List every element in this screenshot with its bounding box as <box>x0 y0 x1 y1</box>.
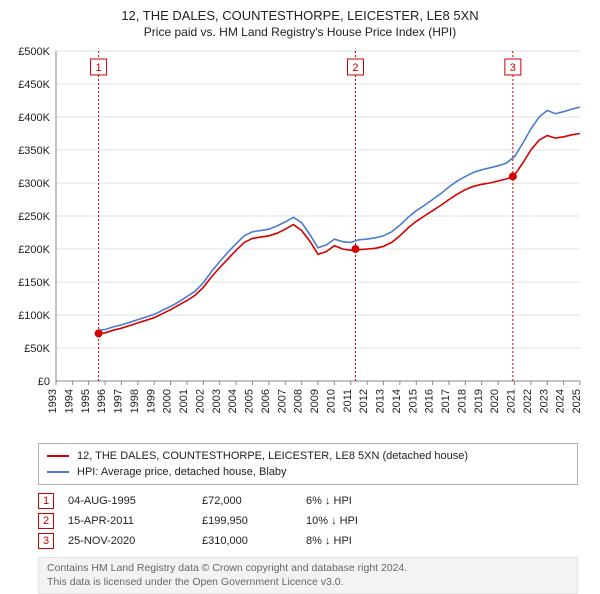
svg-text:2008: 2008 <box>293 389 305 413</box>
svg-text:2019: 2019 <box>473 389 485 413</box>
svg-text:1996: 1996 <box>96 389 108 413</box>
transaction-marker-box: 3 <box>38 533 54 549</box>
svg-text:2014: 2014 <box>391 389 403 413</box>
transaction-row: 1 04-AUG-1995 £72,000 6% ↓ HPI <box>38 491 578 511</box>
svg-text:2024: 2024 <box>555 389 567 413</box>
svg-text:2004: 2004 <box>227 389 239 413</box>
legend-row: 12, THE DALES, COUNTESTHORPE, LEICESTER,… <box>47 448 569 464</box>
legend-swatch <box>47 455 69 457</box>
legend-swatch <box>47 471 69 473</box>
svg-text:£100K: £100K <box>18 310 50 322</box>
svg-text:£400K: £400K <box>18 112 50 124</box>
svg-text:2012: 2012 <box>358 389 370 413</box>
svg-text:2003: 2003 <box>211 389 223 413</box>
svg-text:2017: 2017 <box>440 389 452 413</box>
legend-label: 12, THE DALES, COUNTESTHORPE, LEICESTER,… <box>77 450 468 462</box>
legend-row: HPI: Average price, detached house, Blab… <box>47 464 569 480</box>
svg-text:£450K: £450K <box>18 79 50 91</box>
svg-text:1997: 1997 <box>113 389 125 413</box>
svg-text:£300K: £300K <box>18 178 50 190</box>
svg-text:£200K: £200K <box>18 244 50 256</box>
transaction-date: 04-AUG-1995 <box>68 495 188 507</box>
svg-text:2001: 2001 <box>178 389 190 413</box>
transaction-marker-box: 2 <box>38 513 54 529</box>
svg-text:£50K: £50K <box>24 343 50 355</box>
transaction-price: £199,950 <box>202 515 292 527</box>
svg-text:£0: £0 <box>38 376 50 388</box>
svg-text:3: 3 <box>510 62 516 74</box>
svg-text:2: 2 <box>352 62 358 74</box>
transactions-table: 1 04-AUG-1995 £72,000 6% ↓ HPI 2 15-APR-2011 £… <box>38 491 578 551</box>
svg-text:2007: 2007 <box>276 389 288 413</box>
transaction-hpi-diff: 6% ↓ HPI <box>306 495 416 507</box>
svg-text:2018: 2018 <box>456 389 468 413</box>
svg-text:1994: 1994 <box>63 389 75 413</box>
svg-text:2020: 2020 <box>489 389 501 413</box>
svg-text:2010: 2010 <box>325 389 337 413</box>
svg-text:£150K: £150K <box>18 277 50 289</box>
transaction-marker-box: 1 <box>38 493 54 509</box>
transaction-price: £310,000 <box>202 535 292 547</box>
legend-label: HPI: Average price, detached house, Blab… <box>77 466 287 478</box>
chart-area: £0 £50K £100K £150K £200K £250K £300K £350K £400… <box>0 39 600 439</box>
svg-text:2000: 2000 <box>162 389 174 413</box>
svg-text:£350K: £350K <box>18 145 50 157</box>
svg-text:2005: 2005 <box>244 389 256 413</box>
svg-text:1995: 1995 <box>80 389 92 413</box>
svg-text:2011: 2011 <box>342 389 354 413</box>
chart-svg: £0 £50K £100K £150K £200K £250K £300K £350K £400… <box>0 39 600 439</box>
svg-text:£250K: £250K <box>18 211 50 223</box>
svg-text:2009: 2009 <box>309 389 321 413</box>
legend: 12, THE DALES, COUNTESTHORPE, LEICESTER,… <box>38 443 578 485</box>
title-main: 12, THE DALES, COUNTESTHORPE, LEICESTER,… <box>0 8 600 23</box>
chart-titles: 12, THE DALES, COUNTESTHORPE, LEICESTER,… <box>0 0 600 39</box>
svg-text:2022: 2022 <box>522 389 534 413</box>
svg-text:£500K: £500K <box>18 46 50 58</box>
svg-text:2023: 2023 <box>538 389 550 413</box>
svg-text:2006: 2006 <box>260 389 272 413</box>
svg-text:2021: 2021 <box>506 389 518 413</box>
svg-text:2015: 2015 <box>407 389 419 413</box>
transaction-date: 25-NOV-2020 <box>68 535 188 547</box>
transaction-price: £72,000 <box>202 495 292 507</box>
svg-text:1999: 1999 <box>145 389 157 413</box>
svg-text:2016: 2016 <box>424 389 436 413</box>
svg-text:2002: 2002 <box>194 389 206 413</box>
footer-attribution: Contains HM Land Registry data © Crown c… <box>38 557 578 594</box>
transaction-row: 2 15-APR-2011 £199,950 10% ↓ HPI <box>38 511 578 531</box>
svg-text:2025: 2025 <box>571 389 583 413</box>
svg-text:1: 1 <box>96 62 102 74</box>
transaction-row: 3 25-NOV-2020 £310,000 8% ↓ HPI <box>38 531 578 551</box>
svg-text:1998: 1998 <box>129 389 141 413</box>
transaction-hpi-diff: 10% ↓ HPI <box>306 515 416 527</box>
transaction-hpi-diff: 8% ↓ HPI <box>306 535 416 547</box>
svg-text:1993: 1993 <box>47 389 59 413</box>
footer-line2: This data is licensed under the Open Gov… <box>47 576 569 590</box>
title-sub: Price paid vs. HM Land Registry's House … <box>0 25 600 39</box>
transaction-date: 15-APR-2011 <box>68 515 188 527</box>
svg-text:2013: 2013 <box>375 389 387 413</box>
footer-line1: Contains HM Land Registry data © Crown c… <box>47 562 569 576</box>
